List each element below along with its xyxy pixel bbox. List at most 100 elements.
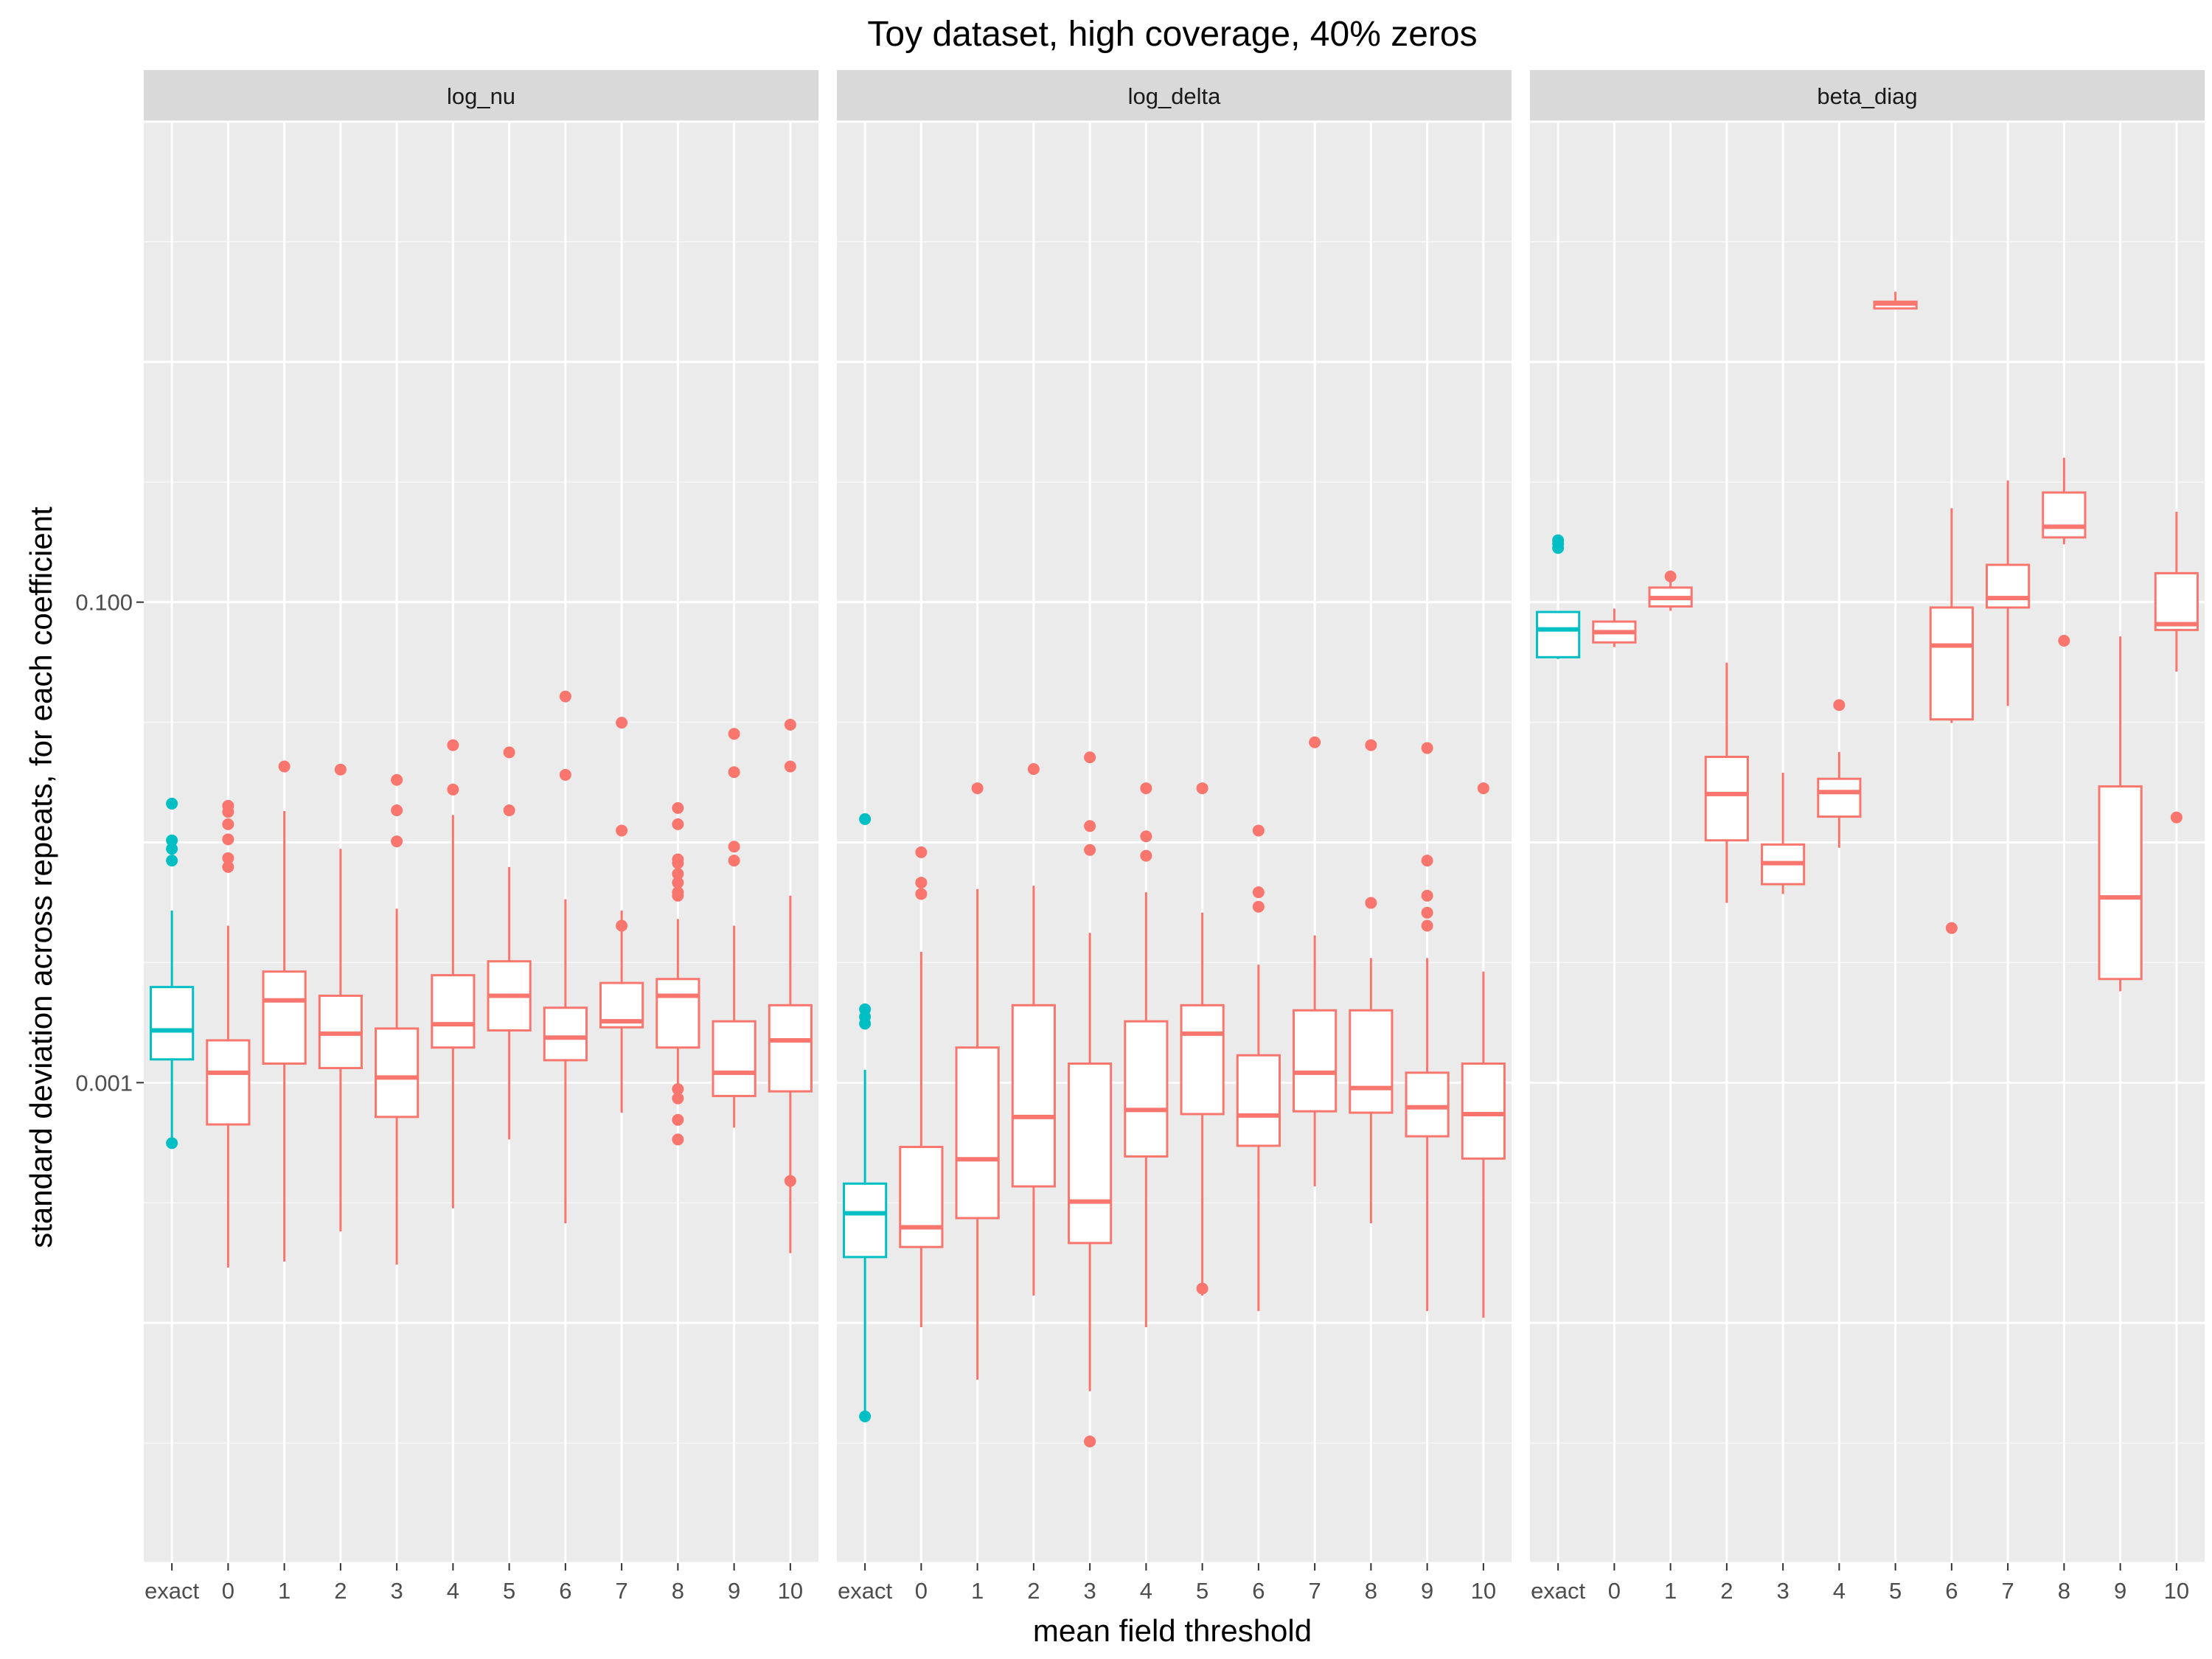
- x-tick-label: 3: [1777, 1578, 1790, 1604]
- outlier-point: [616, 824, 628, 837]
- outlier-point: [784, 760, 796, 773]
- box-log_nu-6: [543, 690, 588, 1223]
- box-iqr: [655, 978, 700, 1049]
- outlier-point: [1664, 570, 1677, 582]
- outlier-point: [222, 818, 234, 830]
- x-tick-label: 5: [1889, 1578, 1902, 1604]
- outlier-point: [1421, 919, 1433, 932]
- box-log_nu-exact: [150, 797, 195, 1150]
- box-iqr: [1349, 1009, 1394, 1114]
- x-tick-label: 3: [391, 1578, 403, 1604]
- x-axis-title: mean field threshold: [1033, 1613, 1312, 1648]
- outlier-point: [278, 760, 291, 773]
- outlier-point: [1945, 922, 1958, 934]
- facet-strip: [1530, 70, 2205, 122]
- box-iqr: [843, 1182, 888, 1259]
- outlier-point: [166, 797, 178, 810]
- x-tick-label: exact: [838, 1578, 892, 1604]
- box-iqr: [1180, 1004, 1225, 1116]
- outlier-point: [1421, 889, 1433, 902]
- box-log_nu-2: [318, 763, 363, 1232]
- box-log_delta-4: [1124, 782, 1169, 1327]
- outlier-point: [1084, 820, 1096, 832]
- box-log_nu-4: [431, 739, 476, 1208]
- x-tick-label: 10: [2164, 1578, 2189, 1604]
- box-log_delta-1: [955, 782, 1000, 1380]
- x-tick-label: 9: [728, 1578, 740, 1604]
- box-iqr: [1011, 1004, 1056, 1188]
- outlier-point: [391, 835, 403, 848]
- outlier-point: [447, 739, 459, 751]
- box-iqr: [2154, 571, 2199, 631]
- outlier-point: [1252, 886, 1265, 899]
- box-beta_diag-4: [1817, 699, 1862, 848]
- box-log_nu-0: [206, 799, 251, 1268]
- outlier-point: [672, 1092, 684, 1105]
- outlier-point: [166, 834, 178, 846]
- facet-strip-label: log_delta: [1128, 83, 1222, 109]
- outlier-point: [1027, 763, 1040, 776]
- outlier-point: [672, 1133, 684, 1146]
- box-log_delta-9: [1405, 742, 1450, 1312]
- x-tick-label: 6: [1945, 1578, 1958, 1604]
- x-tick-label: 4: [1140, 1578, 1152, 1604]
- outlier-point: [859, 1003, 872, 1015]
- box-log_nu-10: [768, 718, 813, 1253]
- outlier-point: [222, 860, 234, 873]
- outlier-point: [1140, 782, 1152, 795]
- box-iqr: [1986, 563, 2031, 609]
- box-beta_diag-10: [2154, 511, 2199, 824]
- facet-strip-label: beta_diag: [1817, 83, 1917, 109]
- x-tick-label: 8: [1365, 1578, 1377, 1604]
- outlier-point: [672, 801, 684, 814]
- outlier-point: [166, 843, 178, 855]
- x-tick-label: exact: [1531, 1578, 1585, 1604]
- outlier-point: [672, 853, 684, 866]
- facet-strip: [144, 70, 818, 122]
- box-beta_diag-9: [2098, 636, 2143, 992]
- box-log_delta-6: [1236, 824, 1281, 1312]
- box-beta_diag-5: [1873, 291, 1918, 310]
- outlier-point: [728, 766, 740, 779]
- outlier-point: [1084, 844, 1096, 856]
- x-tick-label: 2: [334, 1578, 347, 1604]
- x-tick-label: 4: [1833, 1578, 1846, 1604]
- x-tick-label: 7: [2002, 1578, 2014, 1604]
- box-iqr: [712, 1020, 757, 1097]
- outlier-point: [559, 690, 571, 703]
- box-iqr: [375, 1027, 420, 1119]
- outlier-point: [166, 1137, 178, 1150]
- box-beta_diag-0: [1592, 608, 1637, 647]
- box-log_delta-5: [1180, 782, 1225, 1296]
- box-iqr: [1704, 755, 1749, 842]
- box-iqr: [1536, 611, 1581, 658]
- outlier-point: [1196, 782, 1208, 795]
- x-tick-label: 10: [778, 1578, 803, 1604]
- outlier-point: [1421, 855, 1433, 867]
- outlier-point: [672, 886, 684, 899]
- box-iqr: [2042, 491, 2087, 539]
- box-beta_diag-2: [1704, 662, 1749, 903]
- outlier-point: [1309, 736, 1321, 748]
- x-tick-label: 7: [616, 1578, 628, 1604]
- x-tick-label: 4: [447, 1578, 459, 1604]
- box-beta_diag-3: [1761, 772, 1806, 894]
- x-tick-label: 5: [503, 1578, 515, 1604]
- x-tick-label: 3: [1084, 1578, 1096, 1604]
- x-tick-label: exact: [145, 1578, 199, 1604]
- outlier-point: [1140, 849, 1152, 862]
- outlier-point: [1552, 534, 1565, 546]
- outlier-point: [334, 763, 347, 776]
- box-iqr: [955, 1046, 1000, 1220]
- box-iqr: [1124, 1020, 1169, 1158]
- y-axis: 0.001 0.100: [75, 590, 144, 1096]
- x-tick-label: 10: [1471, 1578, 1496, 1604]
- chart-title: Toy dataset, high coverage, 40% zeros: [867, 15, 1477, 54]
- box-log_nu-5: [487, 746, 532, 1140]
- box-log_nu-7: [599, 717, 644, 1113]
- outlier-point: [2170, 811, 2183, 824]
- outlier-point: [1365, 739, 1377, 751]
